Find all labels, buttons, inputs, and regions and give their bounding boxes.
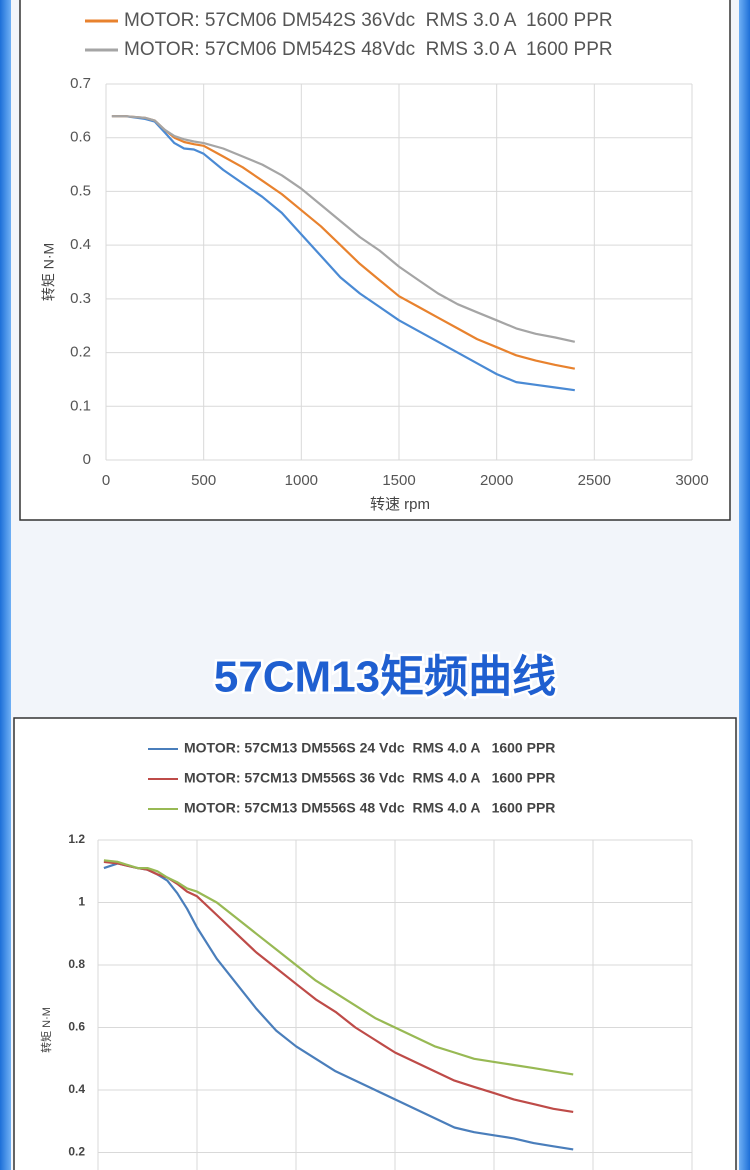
y-tick-label: 0.1 — [70, 397, 91, 414]
legend-label: MOTOR: 57CM06 DM542S 36Vdc RMS 3.0 A 160… — [124, 10, 613, 31]
y-tick-label: 0.4 — [68, 1082, 85, 1096]
legend-label: MOTOR: 57CM13 DM556S 36 Vdc RMS 4.0 A 16… — [184, 770, 555, 786]
charts: 0 0.1 0.2 0.3 0.4 0.5 0.6 0.7 0 500 1000 1500 2000 25… — [39, 0, 709, 1170]
legend-label: MOTOR: 57CM06 DM542S 48Vdc RMS 3.0 A 160… — [124, 39, 613, 60]
x-tick-label: 2500 — [578, 472, 611, 489]
x-tick-label: 1500 — [382, 472, 415, 489]
y-tick-label: 1.2 — [68, 832, 85, 846]
chart-frame — [13, 717, 737, 1170]
y-tick-label: 0.6 — [68, 1020, 85, 1034]
legend-label: MOTOR: 57CM13 DM556S 24 Vdc RMS 4.0 A 16… — [184, 740, 555, 756]
y-tick-label: 0.2 — [70, 344, 91, 361]
y-tick-label: 1 — [78, 895, 85, 909]
side-border — [0, 0, 11, 1170]
series-line — [103, 860, 574, 1113]
y-tick-label: 0.6 — [70, 129, 91, 146]
x-axis-label: 转速 rpm — [370, 496, 430, 513]
x-tick-label: 1000 — [285, 472, 318, 489]
series-line — [111, 115, 575, 392]
chart-frame — [19, 0, 731, 521]
y-tick-label: 0.3 — [70, 290, 91, 307]
y-tick-label: 0 — [83, 451, 91, 468]
y-tick-label: 0.4 — [70, 236, 91, 253]
x-tick-label: 3000 — [675, 472, 708, 489]
series-line — [111, 115, 576, 343]
series-line — [103, 862, 574, 1151]
y-tick-label: 0.8 — [68, 957, 85, 971]
series-line — [103, 859, 574, 1076]
x-tick-label: 2000 — [480, 472, 513, 489]
section-title: 57CM13矩频曲线 — [214, 653, 556, 702]
y-axis-label: 转矩 N·M — [39, 1007, 53, 1053]
legend-label: MOTOR: 57CM13 DM556S 48 Vdc RMS 4.0 A 16… — [184, 800, 555, 816]
y-tick-label: 0.7 — [70, 75, 91, 92]
x-tick-label: 0 — [102, 472, 110, 489]
x-tick-label: 500 — [191, 472, 216, 489]
side-border — [739, 0, 750, 1170]
y-axis-label: 转矩 N·M — [41, 243, 57, 301]
y-tick-label: 0.5 — [70, 182, 91, 199]
y-tick-label: 0.2 — [68, 1145, 85, 1159]
